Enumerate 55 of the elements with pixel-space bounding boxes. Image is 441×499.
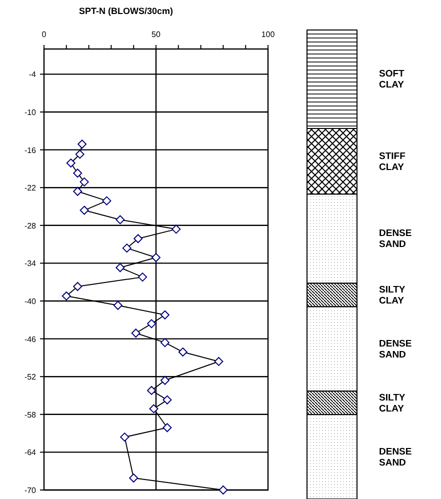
point bbox=[162, 423, 172, 432]
point bbox=[75, 150, 84, 159]
point bbox=[66, 158, 76, 168]
y-tick-label: -58 bbox=[24, 410, 37, 420]
text: SILTY CLAY bbox=[379, 284, 406, 306]
y-tick-label: -10 bbox=[24, 108, 37, 117]
point bbox=[113, 300, 122, 310]
point bbox=[172, 224, 181, 234]
point bbox=[102, 196, 112, 206]
point bbox=[73, 168, 82, 178]
text: STIFF CLAY bbox=[379, 150, 406, 173]
text: SOFT CLAY bbox=[379, 68, 405, 91]
y-tick-label: -4 bbox=[28, 70, 37, 80]
point bbox=[160, 310, 170, 320]
y-tick-label: -22 bbox=[24, 184, 37, 193]
point bbox=[116, 215, 125, 224]
text: DENSE SAND bbox=[379, 338, 412, 360]
point bbox=[120, 432, 130, 442]
point bbox=[131, 328, 140, 338]
point bbox=[134, 234, 143, 244]
point bbox=[62, 291, 71, 300]
point bbox=[214, 356, 224, 366]
point bbox=[80, 206, 89, 215]
point bbox=[147, 386, 156, 395]
point bbox=[73, 282, 82, 292]
point bbox=[152, 253, 160, 262]
point bbox=[73, 186, 82, 196]
text: DENSE SAND bbox=[379, 446, 412, 468]
point bbox=[160, 376, 170, 385]
point bbox=[162, 395, 172, 404]
y-tick-label: -34 bbox=[24, 259, 37, 268]
x-axis-title: SPT-N (BLOWS/30cm) bbox=[78, 6, 174, 16]
point bbox=[129, 474, 138, 483]
x-tick-label: 100 bbox=[261, 30, 276, 39]
point bbox=[178, 348, 188, 357]
y-tick-label: -64 bbox=[24, 448, 37, 458]
point bbox=[116, 263, 125, 272]
y-tick-label: -70 bbox=[24, 486, 37, 495]
text: DENSE SAND bbox=[379, 228, 412, 250]
point bbox=[138, 272, 148, 282]
point bbox=[218, 486, 228, 494]
text: SILTY CLAY bbox=[379, 392, 406, 414]
point bbox=[122, 244, 132, 253]
y-tick-label: -28 bbox=[24, 221, 37, 230]
point bbox=[80, 177, 89, 186]
y-tick-label: -46 bbox=[24, 334, 37, 344]
point bbox=[160, 338, 170, 348]
x-tick-label: 50 bbox=[152, 30, 161, 39]
point bbox=[147, 319, 156, 328]
y-tick-label: -52 bbox=[24, 372, 37, 382]
x-tick-label: 0 bbox=[42, 30, 47, 39]
y-tick-label: -16 bbox=[24, 146, 37, 155]
point bbox=[149, 404, 158, 414]
y-tick-label: -40 bbox=[24, 297, 37, 306]
point bbox=[78, 140, 87, 149]
